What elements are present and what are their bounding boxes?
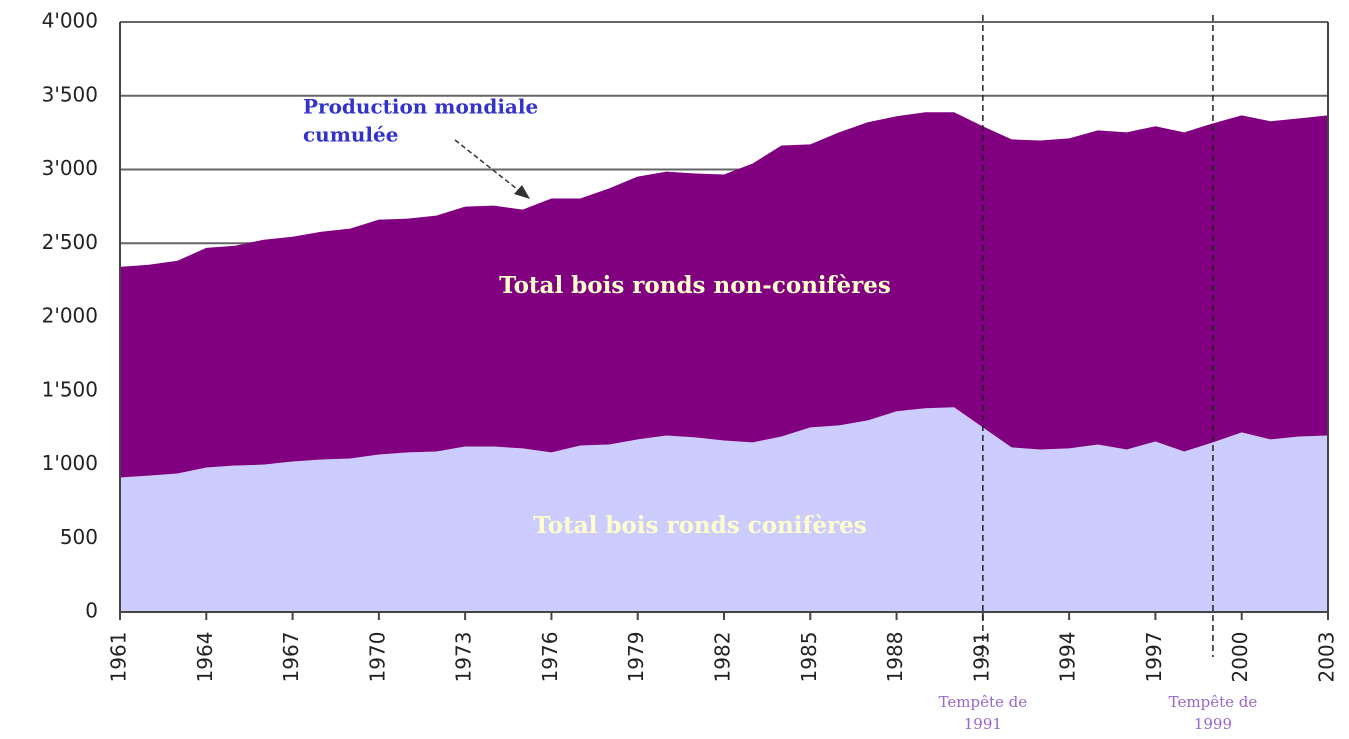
x-tick-label: 2000: [1228, 632, 1252, 683]
y-tick-label: 1'000: [42, 451, 98, 475]
area: [120, 112, 1328, 478]
annotation: Production mondiale: [303, 95, 538, 119]
x-tick-label: 1985: [797, 632, 821, 683]
x-tick-label: 2003: [1315, 632, 1339, 683]
x-tick-label: 1970: [365, 632, 389, 683]
annotation: cumulée: [303, 123, 398, 147]
y-tick-label: 3'500: [42, 82, 98, 106]
y-tick-label: 2'500: [42, 230, 98, 254]
x-tick-label: 1982: [711, 632, 735, 683]
y-tick-label: 1'500: [42, 377, 98, 401]
x-tick-label: 1994: [1056, 632, 1080, 683]
event-label: Tempête de: [939, 693, 1028, 711]
x-tick-label: 1967: [279, 632, 303, 683]
y-tick-label: 3'000: [42, 156, 98, 180]
event-label: 1999: [1194, 715, 1232, 733]
y-tick-label: 2'000: [42, 304, 98, 328]
event-label: Tempête de: [1169, 693, 1258, 711]
x-tick-label: 1964: [193, 632, 217, 683]
x-tick-label: 1979: [624, 632, 648, 683]
annotation-arrow: [454, 139, 523, 194]
event-label: 1991: [964, 715, 1002, 733]
y-tick-label: 4'000: [42, 9, 98, 33]
x-tick-label: 1997: [1142, 632, 1166, 683]
x-tick-label: 1988: [883, 632, 907, 683]
annotation-arrowhead: [514, 185, 530, 199]
y-tick-label: 500: [60, 525, 98, 549]
x-tick-label: 1973: [452, 632, 476, 683]
area-label: Total bois ronds non-conifères: [499, 272, 891, 299]
x-tick-label: 1976: [538, 632, 562, 683]
x-tick-label: 1991: [969, 632, 993, 683]
area: [120, 407, 1328, 612]
y-tick-label: 0: [85, 599, 98, 623]
area-label: Total bois ronds conifères: [533, 512, 866, 539]
x-tick-label: 1961: [107, 632, 131, 683]
